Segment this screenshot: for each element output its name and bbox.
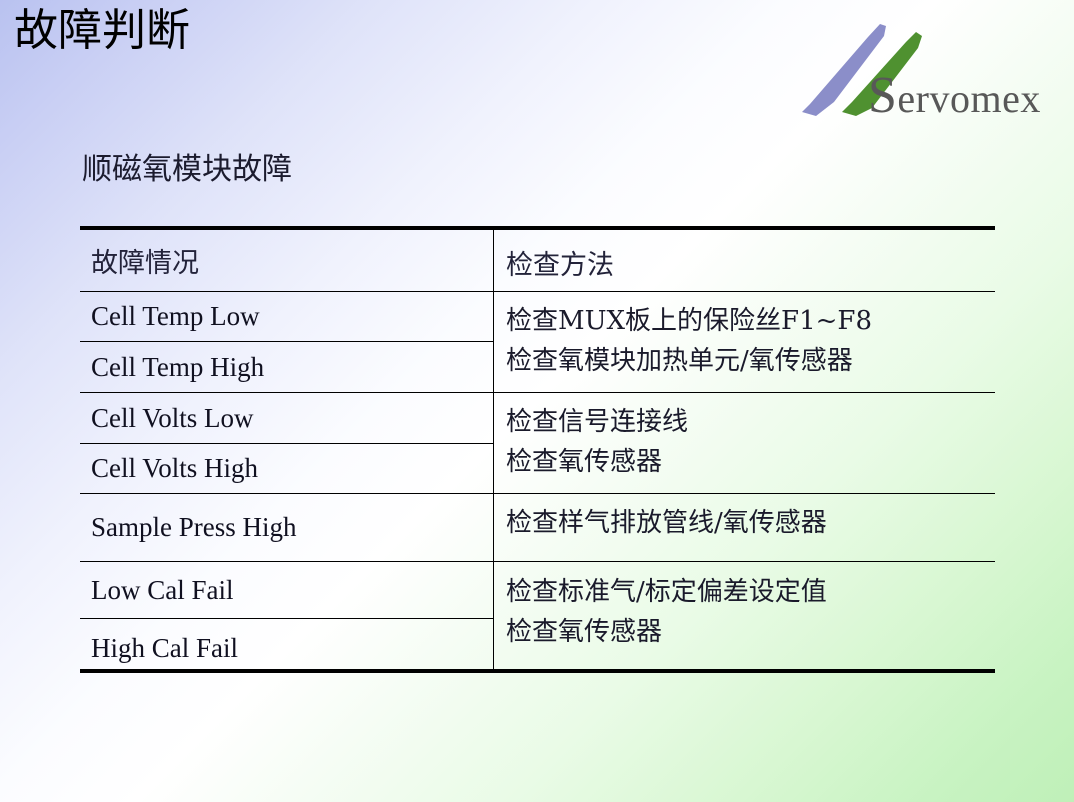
method-cell: 检查标准气/标定偏差设定值 检查氧传感器 xyxy=(494,562,995,677)
table-row: Cell Temp High xyxy=(80,342,493,393)
table-header-fault: 故障情况 xyxy=(80,230,493,292)
fault-name: Cell Volts High xyxy=(91,453,259,483)
table-row: Cell Temp Low xyxy=(80,292,493,342)
table-header-method: 检查方法 xyxy=(494,230,995,292)
fault-name: Sample Press High xyxy=(91,512,297,542)
fault-name: Low Cal Fail xyxy=(91,574,234,605)
table-row: Low Cal Fail xyxy=(80,562,493,619)
fault-name: High Cal Fail xyxy=(91,632,238,663)
method-line: 检查样气排放管线/氧传感器 xyxy=(506,508,827,538)
logo-brush-strokes xyxy=(802,24,922,116)
table-row: Cell Volts Low xyxy=(80,393,493,444)
section-subtitle: 顺磁氧模块故障 xyxy=(82,152,292,187)
method-cell: 检查样气排放管线/氧传感器 xyxy=(494,494,995,562)
method-line: 检查氧模块加热单元/氧传感器 xyxy=(506,346,853,377)
table-header-fault-label: 故障情况 xyxy=(91,248,199,279)
servomex-logo: Servomex xyxy=(790,12,1070,124)
table-row: High Cal Fail xyxy=(80,619,493,677)
table-column-method: 检查方法 检查MUX板上的保险丝F1~F8 检查氧模块加热单元/氧传感器 检查信… xyxy=(494,230,995,669)
logo-wordmark-rest: ervomex xyxy=(897,76,1041,121)
logo-wordmark-cap: S xyxy=(868,67,898,124)
table-row: Sample Press High xyxy=(80,494,493,562)
method-line: 检查MUX板上的保险丝F1~F8 xyxy=(506,306,872,336)
logo-green-stroke xyxy=(842,32,922,116)
table-row: Cell Volts High xyxy=(80,444,493,494)
method-cell: 检查MUX板上的保险丝F1~F8 检查氧模块加热单元/氧传感器 xyxy=(494,292,995,393)
method-line: 检查氧传感器 xyxy=(506,447,663,478)
method-line: 检查标准气/标定偏差设定值 xyxy=(506,577,827,607)
method-line: 检查氧传感器 xyxy=(506,617,663,648)
fault-name: Cell Volts Low xyxy=(91,402,254,433)
table-header-method-label: 检查方法 xyxy=(506,250,614,281)
logo-wordmark: Servomex xyxy=(868,70,1041,122)
fault-name: Cell Temp High xyxy=(91,351,265,382)
logo-purple-stroke xyxy=(802,24,886,116)
table-column-fault: 故障情况 Cell Temp Low Cell Temp High Cell V… xyxy=(80,230,494,669)
fault-name: Cell Temp Low xyxy=(91,301,260,331)
fault-diagnosis-table: 故障情况 Cell Temp Low Cell Temp High Cell V… xyxy=(80,226,995,673)
method-line: 检查信号连接线 xyxy=(506,407,689,437)
method-cell: 检查信号连接线 检查氧传感器 xyxy=(494,393,995,494)
page-title: 故障判断 xyxy=(14,5,190,56)
